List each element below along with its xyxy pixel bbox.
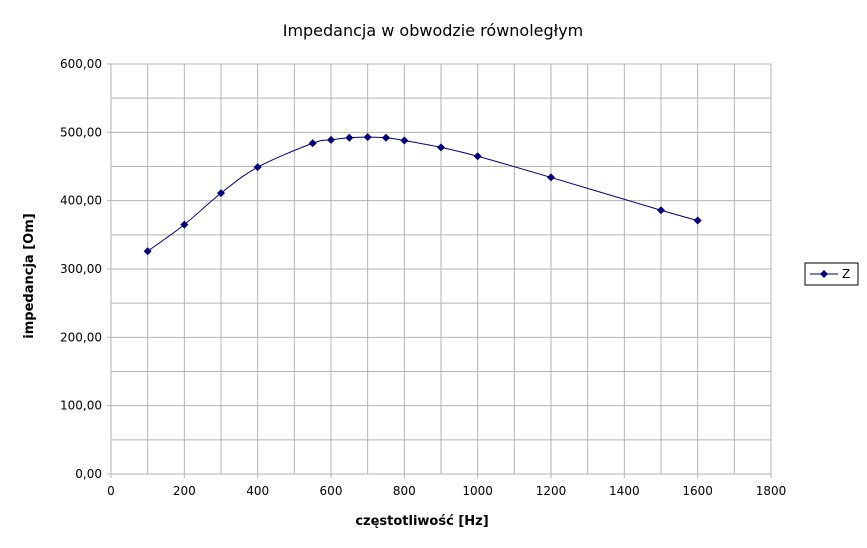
data-point-z [308,139,317,148]
data-point-z [547,173,555,182]
y-axis: 0,00 100,00 200,00 300,00 400,00 500,00 600,00 [60,57,111,481]
x-tick-label: 1000 [462,484,493,498]
x-tick-label: 800 [393,484,416,498]
series-line-z [147,136,698,252]
legend-entry-z: Z [842,267,850,281]
x-tick-label: 1800 [756,484,787,498]
series-layer [143,133,702,256]
data-point-z [143,247,152,256]
grid [111,64,771,474]
y-axis-label: impedancja [Om] [22,213,37,338]
x-tick-label: 1600 [682,484,713,498]
data-point-z [180,220,189,229]
y-tick-label: 0,00 [75,467,102,481]
legend-marker [820,270,828,278]
x-tick-label: 1400 [609,484,640,498]
x-tick-label: 0 [107,484,115,498]
data-point-z [382,133,390,142]
chart-title: Impedancja w obwodzie równoległym [283,21,584,40]
x-tick-label: 1200 [536,484,567,498]
data-point-z [437,143,445,152]
y-tick-label: 600,00 [60,57,102,71]
x-tick-label: 600 [320,484,343,498]
data-point-z [253,163,262,172]
data-point-z [363,133,372,142]
data-point-z [693,216,702,225]
data-point-z [657,206,665,215]
x-tick-label: 200 [173,484,196,498]
y-tick-label: 300,00 [60,262,102,276]
legend: Z [804,262,859,286]
y-tick-label: 400,00 [60,194,102,208]
y-tick-label: 100,00 [60,399,102,413]
data-point-z [217,189,225,198]
data-point-z [400,136,409,145]
x-axis-label: częstotliwość [Hz] [355,514,488,529]
data-point-z [345,133,354,142]
data-point-z [327,135,335,144]
x-axis: 0 200 400 600 800 1000 1200 1400 1600 1800 [107,474,786,498]
x-tick-label: 400 [246,484,269,498]
y-tick-label: 500,00 [60,125,102,139]
y-tick-label: 200,00 [60,330,102,344]
data-point-z [473,152,482,161]
